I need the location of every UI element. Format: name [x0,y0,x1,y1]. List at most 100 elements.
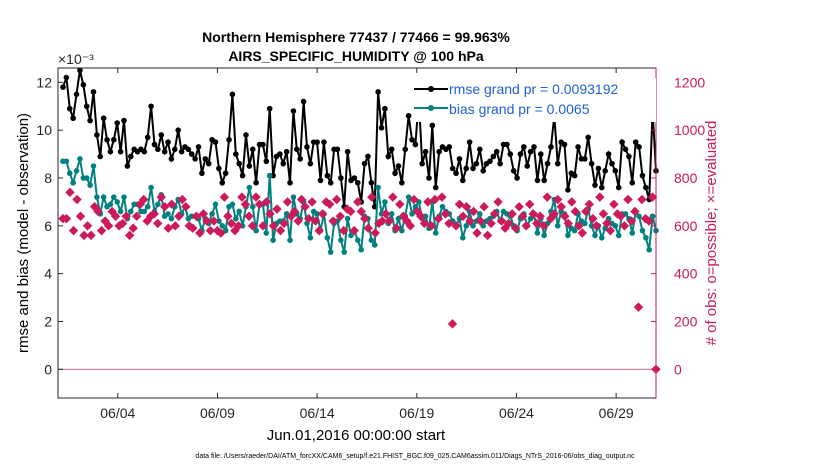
obs-count-point [68,225,79,236]
obs-count-point [289,206,300,217]
obs-count-point [65,187,75,198]
rmse-point [90,89,97,95]
obs-count-point [310,216,321,226]
rmse-point [97,153,104,160]
obs-count-point [170,221,180,231]
obs-count-point [493,197,503,207]
rmse-point [294,146,300,153]
rmse-point [460,177,466,184]
obs-count-point [503,218,514,229]
obs-count-point [219,192,230,202]
obs-count-point [296,194,307,205]
rmse-point [612,168,619,174]
rmse-point [161,148,168,155]
rmse-point [382,105,388,112]
rmse-point [314,139,320,145]
obs-count-point [61,213,72,224]
obs-count-point [479,201,489,212]
bias-point [348,232,354,239]
obs-count-point [75,211,86,221]
rmse-point [317,177,324,184]
rmse-point [202,156,209,162]
rmse-point [395,163,402,169]
bias-point [263,230,270,236]
rmse-point [66,105,73,112]
rmse-point [155,146,161,153]
obs-count-point [377,216,388,226]
obs-count-point [489,209,500,219]
rmse-point [449,165,456,172]
bias-point [246,184,253,191]
obs-count-point [121,211,131,221]
obs-count-point [247,221,258,231]
obs-count-point [128,223,138,233]
y-axis-left-label: rmse and bias (model - observation) [15,113,32,353]
obs-count-point [328,216,338,226]
y-exponent-label: ×10⁻³ [58,51,94,67]
x-tick-label: 06/14 [300,405,335,421]
bias-point [615,232,622,239]
rmse-point [643,184,649,191]
obs-count-point [507,209,517,219]
rmse-point [277,151,283,157]
bias-point [212,201,219,208]
bias-point [354,237,361,243]
rmse-point [151,141,158,148]
bias-point [121,194,127,200]
y-axis-right-label: # of obs: o=possible; ×=evaluated [703,121,720,346]
bias-point [399,227,405,234]
bias-point [253,227,259,234]
obs-count-point [416,211,426,221]
rmse-point [195,144,202,150]
obs-count-point [391,223,402,233]
obs-count-point [549,209,559,219]
bias-point [141,208,148,215]
obs-count-point [626,216,637,226]
y-tick-label: 6 [44,218,52,234]
bias-point [290,194,297,200]
bias-point [463,223,470,229]
obs-count-point [531,218,542,229]
obs-count-point [237,192,247,202]
rmse-point [453,170,459,177]
rmse-point [571,172,578,179]
obs-count-point [528,209,538,219]
rmse-point [199,170,205,177]
obs-count-point [370,228,380,238]
rmse-point [304,144,310,150]
rmse-point [375,89,381,95]
obs-count-point [293,216,303,226]
obs-count-point [591,221,602,231]
obs-count-point [433,213,444,224]
obs-count-point [384,216,395,226]
obs-count-point [195,228,205,238]
rmse-point [300,98,307,105]
rmse-point [246,163,253,169]
rmse-point [385,153,392,160]
bias-point [460,234,466,241]
bias-point [307,234,314,241]
obs-count-point [317,209,328,219]
rmse-point [354,179,361,186]
bias-point [582,220,588,227]
rmse-point [629,179,636,186]
obs-count-point [367,192,377,202]
obs-count-point [282,197,293,207]
bias-point [554,223,561,229]
rmse-point [582,156,588,162]
rmse-point [541,177,547,184]
obs-count-point [560,211,570,221]
rmse-point [429,122,436,129]
rmse-point [229,91,236,98]
rmse-point [602,168,608,174]
obs-count-point [419,218,430,229]
legend: rmse grand pr = 0.0093192 bias grand pr … [413,78,656,122]
chart-title: Northern Hemisphere 77437 / 77466 = 99.9… [202,29,510,45]
obs-count-point [517,211,528,221]
rmse-point [487,158,493,165]
bias-point [219,223,226,229]
y-right-tick-label: 200 [674,313,698,329]
rmse-point [141,148,148,155]
rmse-point [632,139,639,145]
bias-point [233,215,239,222]
